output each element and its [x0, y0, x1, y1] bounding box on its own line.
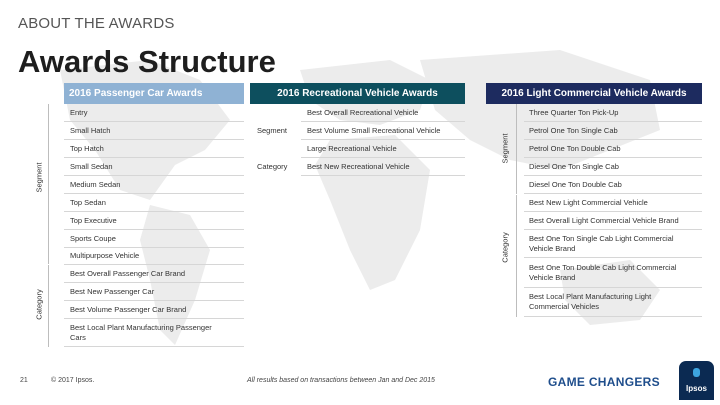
list-item: Diesel One Ton Single Cab: [524, 158, 702, 176]
list-item: Best Overall Recreational Vehicle: [301, 104, 465, 122]
list-item: Best Local Plant Manufacturing Passenger…: [64, 319, 244, 347]
recreational-segment-label: Segment: [257, 126, 288, 135]
list-item: Best New Light Commercial Vehicle: [524, 194, 702, 212]
list-item: Best Volume Passenger Car Brand: [64, 301, 244, 319]
list-item: Large Recreational Vehicle: [301, 140, 465, 158]
passenger-category-bracket: [48, 265, 49, 347]
list-item: Best New Recreational Vehicle: [301, 158, 465, 176]
passenger-category-label: Category: [34, 289, 44, 320]
ipsos-logo: Ipsos: [679, 361, 714, 400]
list-item: Best Volume Small Recreational Vehicle: [301, 122, 465, 140]
passenger-segment-bracket: [48, 104, 49, 264]
commercial-segment-bracket: [516, 104, 517, 194]
list-item: Sports Coupe: [64, 230, 244, 248]
logo-text: Ipsos: [686, 384, 707, 393]
game-changers-tagline: GAME CHANGERS: [548, 375, 660, 389]
footnote: All results based on transactions betwee…: [247, 377, 435, 384]
commercial-category-bracket: [516, 195, 517, 317]
list-item: Petrol One Ton Double Cab: [524, 140, 702, 158]
page-title: Awards Structure: [18, 44, 276, 79]
logo-dot-icon: [693, 368, 700, 377]
list-item: Multipurpose Vehicle: [64, 248, 244, 265]
list-item: Best One Ton Single Cab Light Commercial…: [524, 230, 702, 258]
list-item: Best New Passenger Car: [64, 283, 244, 301]
list-item: Top Executive: [64, 212, 244, 230]
list-item: Best Overall Light Commercial Vehicle Br…: [524, 212, 702, 230]
recreational-category-label: Category: [257, 162, 288, 171]
list-item: Best One Ton Double Cab Light Commercial…: [524, 258, 702, 288]
light-commercial-vehicle-header: 2016 Light Commercial Vehicle Awards: [486, 83, 702, 104]
list-item: Small Sedan: [64, 158, 244, 176]
commercial-segment-label: Segment: [500, 133, 510, 164]
copyright-text: © 2017 Ipsos.: [51, 377, 95, 384]
list-item: Petrol One Ton Single Cab: [524, 122, 702, 140]
commercial-category-label: Category: [500, 232, 510, 263]
list-item: Top Hatch: [64, 140, 244, 158]
passenger-car-header: 2016 Passenger Car Awards: [64, 83, 244, 104]
list-item: Medium Sedan: [64, 176, 244, 194]
list-item: Three Quarter Ton Pick-Up: [524, 104, 702, 122]
list-item: Entry: [64, 104, 244, 122]
list-item: Top Sedan: [64, 194, 244, 212]
list-item: Best Local Plant Manufacturing Light Com…: [524, 288, 702, 317]
eyebrow-heading: ABOUT THE AWARDS: [18, 15, 175, 32]
recreational-vehicle-header: 2016 Recreational Vehicle Awards: [250, 83, 465, 104]
list-item: Diesel One Ton Double Cab: [524, 176, 702, 194]
list-item: Small Hatch: [64, 122, 244, 140]
page-number: 21: [20, 377, 28, 384]
passenger-segment-label: Segment: [34, 162, 44, 193]
list-item: Best Overall Passenger Car Brand: [64, 265, 244, 283]
